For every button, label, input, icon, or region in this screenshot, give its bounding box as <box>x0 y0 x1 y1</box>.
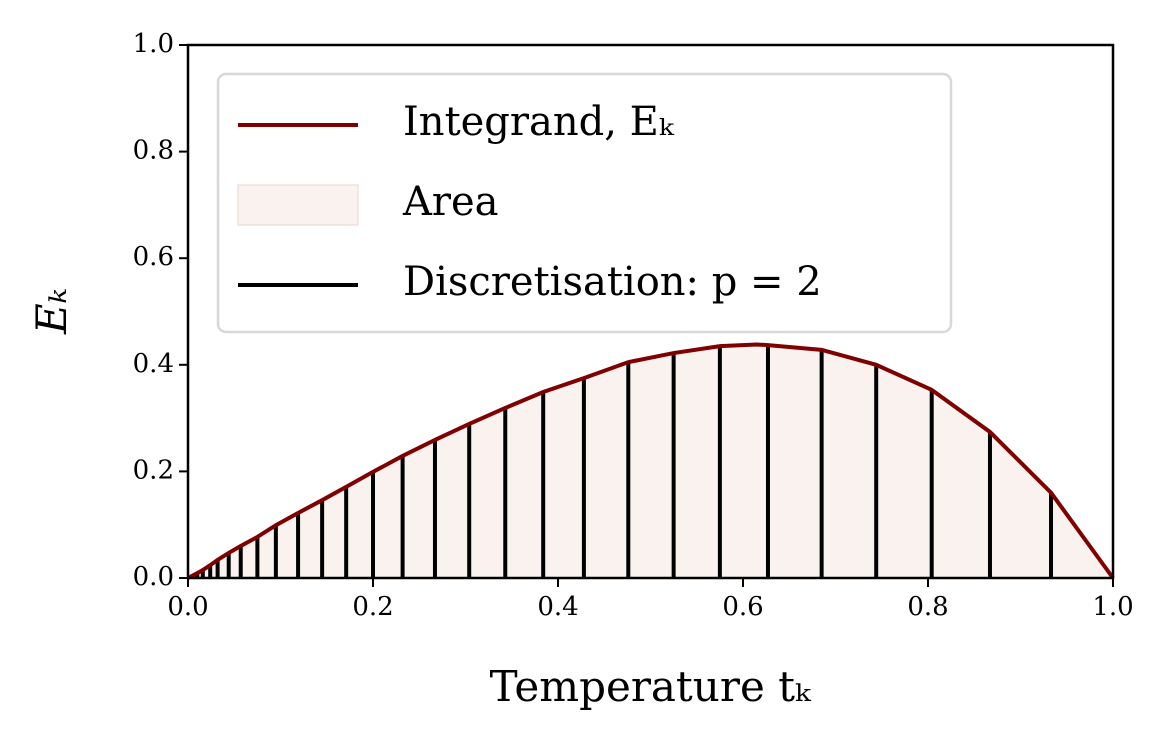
y-tick-label: 0.6 <box>133 242 174 272</box>
legend-swatch <box>237 184 359 226</box>
y-tick-label: 1.0 <box>133 29 174 59</box>
legend-label: Area <box>402 179 499 225</box>
y-tick-label: 0.0 <box>133 562 174 592</box>
x-tick-label: 0.4 <box>537 592 578 622</box>
legend: Integrand, Eₖ Area Discretisation: p = 2 <box>216 72 953 334</box>
y-axis-label: Eₖ <box>27 288 76 335</box>
y-tick-label: 0.2 <box>133 455 174 485</box>
x-tick-label: 0.0 <box>167 592 208 622</box>
axes-frame <box>186 43 1115 580</box>
legend-label: Integrand, Eₖ <box>403 99 675 145</box>
x-tick-label: 0.2 <box>352 592 393 622</box>
legend-label: Discretisation: p = 2 <box>403 259 822 305</box>
y-tick-label: 0.4 <box>133 349 174 379</box>
x-tick-label: 0.8 <box>907 592 948 622</box>
x-tick-label: 1.0 <box>1092 592 1133 622</box>
x-tick-label: 0.6 <box>722 592 763 622</box>
area <box>188 344 1113 578</box>
legend-box <box>216 72 953 334</box>
integrand-line <box>187 342 1115 580</box>
y-tick-label: 0.8 <box>133 136 174 166</box>
x-axis-label: Temperature tₖ <box>490 662 812 711</box>
